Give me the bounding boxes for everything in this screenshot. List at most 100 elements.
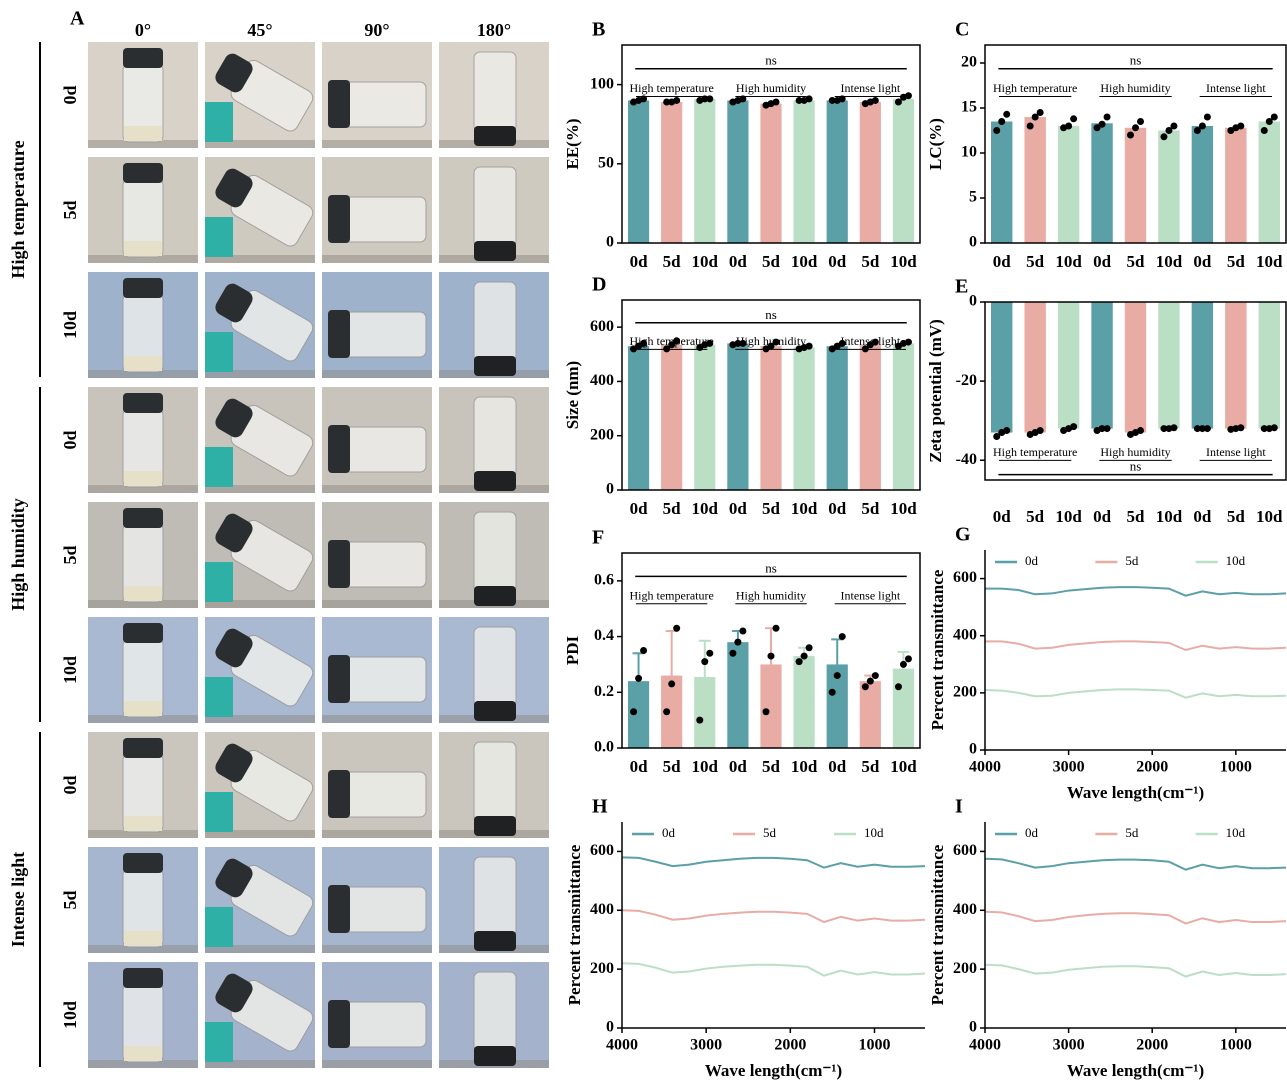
x-tick-label: 0d [828, 499, 847, 518]
x-tick-label: 10d [692, 499, 719, 518]
table-edge [322, 945, 432, 953]
data-point [1132, 124, 1139, 132]
liquid [124, 586, 162, 601]
bar [661, 102, 683, 243]
y-tick-label: 0 [606, 234, 614, 251]
row-label: 10d [60, 656, 80, 684]
vial [343, 196, 427, 243]
data-point [838, 633, 846, 641]
data-point [701, 95, 709, 103]
bar [892, 343, 915, 490]
x-tick-label: 2000 [1136, 759, 1168, 776]
data-point [1098, 425, 1106, 433]
group-label: High humidity [736, 588, 806, 602]
x-tick-label: 5d [861, 499, 880, 518]
y-axis-label: Percent transmittance [928, 569, 947, 730]
vial-cap [215, 283, 253, 323]
y-tick-label: 600 [953, 569, 977, 586]
vial-cap [328, 1000, 350, 1048]
bar [991, 121, 1013, 243]
y-tick-label: 50 [598, 154, 614, 171]
bar [1258, 121, 1280, 243]
clip [205, 217, 233, 257]
data-point [673, 624, 681, 632]
data-point [1127, 131, 1134, 139]
group-label: Intense light [1206, 445, 1266, 459]
vial [343, 1001, 427, 1048]
vial [473, 971, 517, 1053]
x-tick-label: 10d [1055, 507, 1082, 526]
data-point [1260, 425, 1268, 433]
liquid [124, 701, 162, 716]
data-point [640, 339, 648, 347]
bar [1258, 302, 1280, 429]
clip [205, 677, 233, 717]
table-edge [205, 485, 315, 493]
x-tick-label: 10d [890, 757, 917, 776]
table-edge [205, 370, 315, 378]
table-edge [322, 485, 432, 493]
y-tick-label: 0.4 [594, 627, 614, 644]
x-tick-label: 5d [762, 499, 781, 518]
table-edge [88, 1060, 198, 1068]
legend-label: 10d [1226, 553, 1246, 568]
data-point [805, 342, 813, 350]
y-tick-label: 0 [969, 741, 977, 758]
data-point [894, 683, 902, 691]
x-tick-label: 3000 [1053, 1037, 1085, 1054]
y-tick-label: 5 [969, 189, 977, 206]
data-point [828, 96, 836, 104]
y-tick-label: -20 [956, 372, 977, 389]
data-point [706, 339, 714, 347]
row-label: 5d [60, 545, 80, 564]
data-point [1036, 109, 1044, 116]
group-label: High temperature [630, 588, 714, 602]
y-axis-label: Zeta potential (mV) [926, 319, 945, 463]
data-point [1003, 110, 1011, 118]
data-point [1198, 122, 1206, 130]
y-tick-label: 200 [590, 960, 614, 977]
data-point [767, 342, 775, 350]
bar [892, 98, 915, 243]
bar [1191, 126, 1214, 243]
table-edge [322, 600, 432, 608]
y-tick-label: 400 [953, 626, 977, 643]
legend-label: 5d [763, 825, 777, 840]
series-line [621, 856, 926, 869]
bar [727, 642, 749, 748]
data-point [861, 345, 869, 353]
data-point [1203, 113, 1211, 121]
x-tick-label: 0d [1093, 507, 1112, 526]
data-point [673, 337, 681, 345]
data-point [1137, 118, 1144, 125]
legend-label: 0d [662, 825, 676, 840]
bar [859, 344, 881, 490]
vial-cap [474, 816, 516, 836]
data-point [663, 98, 671, 106]
vial [473, 741, 517, 823]
group-label: High humidity [736, 334, 806, 348]
x-tick-label: 5d [663, 252, 682, 271]
data-point [663, 345, 671, 353]
y-tick-label: 100 [590, 75, 614, 92]
x-tick-label: 5d [861, 252, 880, 271]
group-label: High temperature [993, 445, 1077, 459]
group-label: High temperature [8, 140, 28, 278]
vial-cap [474, 126, 516, 146]
bar [760, 346, 782, 490]
data-point [838, 95, 846, 103]
vial [473, 51, 517, 133]
group-label: Intense light [1206, 81, 1266, 95]
y-tick-label: 0.0 [594, 739, 614, 756]
x-tick-label: 10d [1256, 252, 1283, 271]
y-tick-label: 400 [590, 901, 614, 918]
x-tick-label: 5d [1026, 252, 1045, 271]
liquid [124, 816, 162, 831]
table-edge [322, 1060, 432, 1068]
data-point [894, 98, 902, 106]
data-point [772, 624, 780, 632]
group-label: Intense light [841, 334, 901, 348]
data-point [739, 339, 747, 347]
y-tick-label: 10 [961, 144, 977, 161]
x-tick-label: 4000 [969, 1037, 1001, 1054]
